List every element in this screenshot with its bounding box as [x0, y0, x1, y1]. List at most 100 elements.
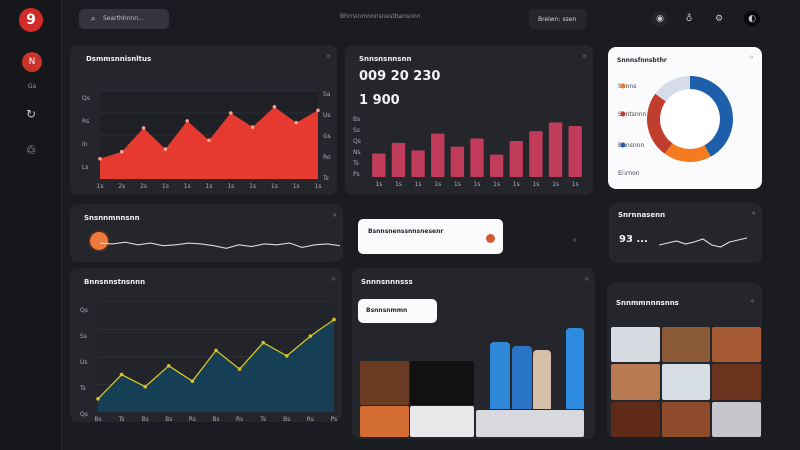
gallery-tile[interactable]	[611, 364, 660, 400]
legend-swatch	[620, 111, 626, 117]
x-tick-label: 1s	[227, 183, 234, 190]
more-options-icon[interactable]: ◦	[582, 52, 587, 61]
x-tick-label: Bs	[283, 416, 290, 422]
bell-icon[interactable]: ♁	[685, 14, 693, 24]
activity-value-secondary: 1 900	[359, 93, 400, 108]
search-icon: ⌕	[91, 14, 96, 23]
right-axis-label: Ro	[323, 154, 331, 161]
more-options-icon[interactable]: ◦	[572, 236, 577, 245]
gallery-title: Snnnsnnnsss	[361, 278, 413, 286]
x-tick-label: 1s	[513, 181, 520, 188]
more-options-icon[interactable]: ◦	[751, 209, 756, 218]
gallery-image[interactable]	[360, 361, 409, 405]
data-point	[167, 364, 171, 368]
gallery-filter-pill[interactable]: Bsnnsnmmn	[358, 299, 437, 323]
donut-chart	[620, 76, 733, 175]
data-point	[207, 138, 211, 143]
gallery-image[interactable]	[360, 406, 409, 437]
data-point	[332, 317, 336, 322]
gallery-tile[interactable]	[611, 327, 660, 363]
y-tick-label: Bs	[353, 116, 360, 123]
more-options-icon[interactable]: ◦	[749, 53, 754, 62]
blue-bar	[512, 346, 532, 409]
legend-swatch	[620, 83, 626, 89]
moon-icon[interactable]: ◐	[744, 11, 760, 27]
data-point	[96, 397, 100, 401]
status-avatar	[90, 232, 108, 250]
y-tick-label: In	[82, 141, 88, 148]
teal-title: Bnnsnnstnsnnn	[84, 278, 146, 286]
sparkline-title: Snsnnmnnsnn	[84, 214, 140, 222]
refresh-icon[interactable]: ↻	[25, 107, 37, 121]
gallery-tile[interactable]	[661, 327, 711, 363]
data-point	[294, 120, 298, 125]
x-tick-label: Bs	[165, 416, 172, 422]
data-point	[190, 379, 195, 383]
y-tick-label: Ss	[80, 333, 87, 340]
stats-value: 93 ...	[619, 234, 648, 245]
data-point	[316, 108, 320, 113]
x-tick-label: 1s	[184, 183, 191, 190]
gallery-tile[interactable]	[611, 401, 660, 437]
pie-slice	[690, 76, 733, 157]
data-point	[119, 372, 124, 377]
bar	[489, 154, 504, 177]
gallery-tile[interactable]	[712, 401, 761, 437]
more-options-icon[interactable]: ◦	[331, 275, 336, 284]
data-point	[120, 149, 124, 154]
y-tick-label: Qs	[80, 307, 88, 314]
data-point	[272, 105, 277, 109]
y-tick-label: Ps	[353, 171, 360, 178]
x-tick-label: 1s	[375, 181, 382, 188]
globe-icon[interactable]: ◉	[652, 11, 668, 27]
settings-icon[interactable]: ⚙	[714, 14, 724, 24]
gallery-strip[interactable]	[476, 410, 584, 437]
x-tick-label: 1s	[474, 181, 481, 188]
x-tick-label: 2s	[140, 183, 147, 190]
legend-swatch	[620, 169, 626, 175]
pie-slice	[655, 76, 690, 102]
data-point	[285, 354, 289, 358]
x-tick-label: 1s	[249, 183, 256, 190]
x-tick-label: Rs	[307, 416, 314, 422]
donut-hole	[661, 90, 719, 148]
brand-logo[interactable]: 9	[19, 8, 43, 32]
more-options-icon[interactable]: ◦	[584, 275, 589, 284]
x-tick-label: 1s	[293, 183, 300, 190]
y-tick-label: Qs	[82, 95, 90, 102]
blue-bar	[490, 342, 510, 409]
donut-card: Snnnsfnnsbthr ◦ Snnns Sbntsnnn Bnnsnnn B…	[608, 47, 762, 189]
top-action-button[interactable]: Breiwn: ssen	[529, 9, 587, 29]
x-tick-label: 1s	[97, 183, 104, 190]
bar	[568, 126, 582, 177]
more-options-icon[interactable]: ◦	[750, 297, 755, 306]
donut-legend-item: Snnns	[618, 83, 637, 90]
stats-card: Snrnnasenn ◦ 93 ...	[609, 203, 762, 263]
gallery-tile[interactable]	[661, 401, 711, 437]
x-tick-label: 1s	[315, 183, 322, 190]
data-point	[214, 348, 218, 353]
notice-text: Bsnnsnenssnnsnesenr	[368, 228, 444, 235]
gallery-tile[interactable]	[661, 364, 711, 400]
gallery-image[interactable]	[410, 406, 474, 437]
y-tick-label: Us	[80, 359, 88, 366]
bar	[470, 138, 484, 177]
x-tick-label: 1s	[415, 181, 422, 188]
sparkline-chart	[100, 241, 340, 249]
more-options-icon[interactable]: ◦	[332, 211, 337, 220]
gallery-tile[interactable]	[712, 364, 761, 400]
bar	[411, 150, 425, 177]
donut-legend-item: Bnnsnnn	[618, 142, 645, 149]
search-input[interactable]: Searthhnnn...	[79, 9, 169, 29]
data-point	[250, 125, 255, 129]
data-point	[308, 334, 313, 338]
gallery-image[interactable]	[410, 361, 474, 405]
avatar[interactable]: N	[22, 52, 42, 72]
more-options-icon[interactable]: ◦	[326, 52, 331, 61]
gallery-tile[interactable]	[712, 327, 761, 363]
x-tick-label: 1s	[395, 181, 402, 188]
recycle-icon[interactable]: ♲	[25, 143, 37, 157]
activity-card: Snnsnsnnsnn ◦ 009 20 230 1 900 1s 1s 1s 1s 1…	[345, 45, 593, 195]
notice-card[interactable]: Bsnnsnenssnnsnesenr	[358, 219, 503, 254]
legend-swatch	[620, 142, 626, 148]
